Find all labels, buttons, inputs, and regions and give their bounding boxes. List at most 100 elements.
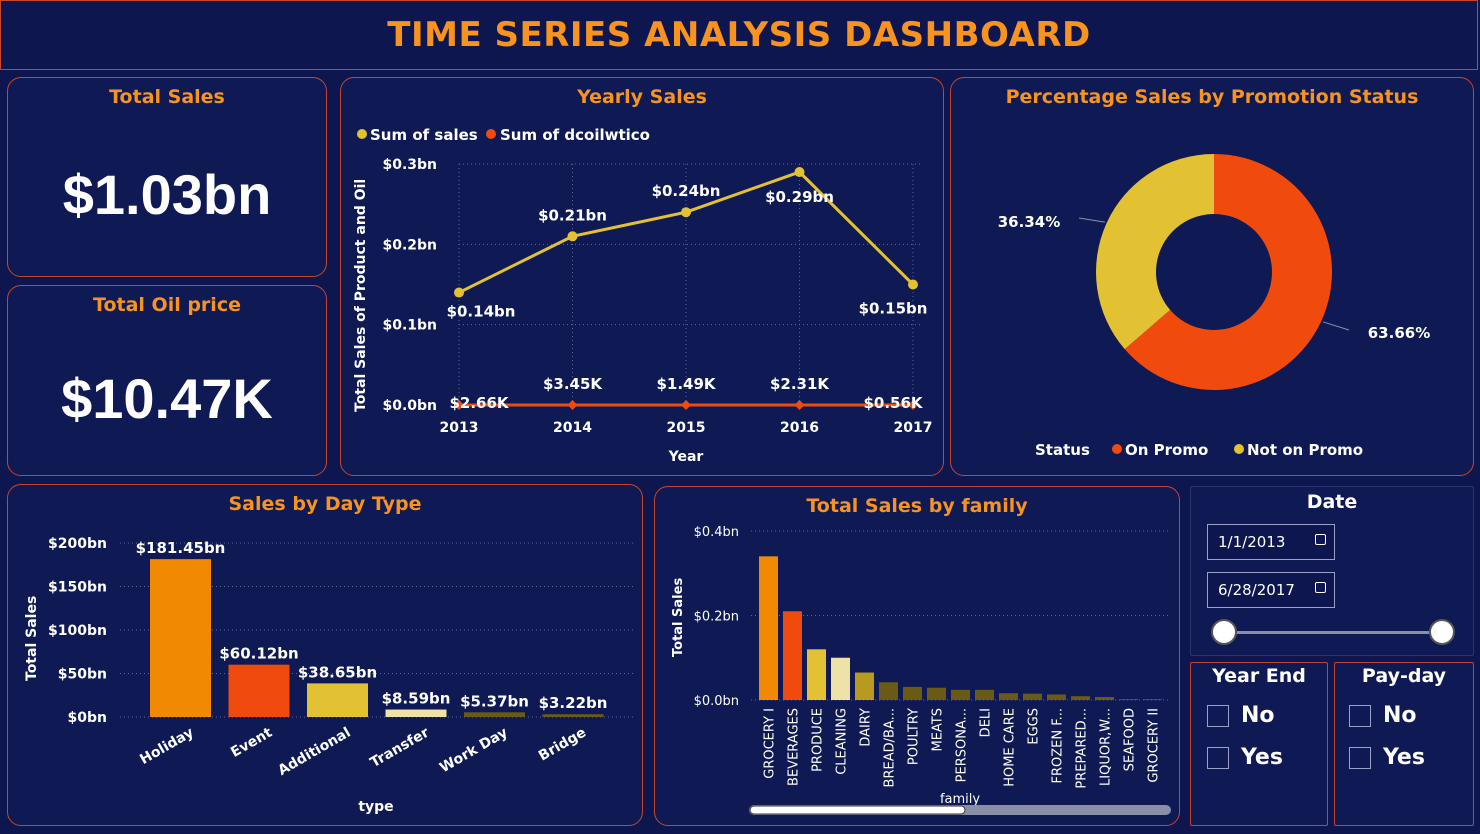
family-bar[interactable] <box>831 657 850 700</box>
family-scrollbar-thumb[interactable] <box>749 805 966 815</box>
end-date-value: 6/28/2017 <box>1218 581 1295 599</box>
family-bar[interactable] <box>951 689 970 700</box>
date-range-start-handle[interactable] <box>1211 619 1237 645</box>
oil-point[interactable] <box>681 400 691 410</box>
promo-legend: Status On Promo Not on Promo <box>1035 441 1363 459</box>
sales-data-label: $0.14bn <box>447 303 516 321</box>
year-end-title: Year End <box>1212 665 1306 687</box>
daytype-ytick-label: $150bn <box>48 580 107 596</box>
sales-point[interactable] <box>794 167 805 178</box>
donut-leader-line <box>1322 321 1350 331</box>
family-category-label: HOME CARE <box>1003 708 1018 787</box>
checkbox[interactable] <box>1349 746 1371 769</box>
family-bar[interactable] <box>1023 693 1042 700</box>
oil-point[interactable] <box>454 400 464 410</box>
family-ylabel: Total Sales <box>671 578 686 657</box>
family-category-label: PREPARED... <box>1075 708 1090 789</box>
family-bar[interactable] <box>783 611 802 700</box>
daytype-data-label: $60.12bn <box>219 645 298 663</box>
daytype-category-label: Additional <box>275 725 353 779</box>
yearly-ytick-label: $0.2bn <box>382 237 437 253</box>
oil-point[interactable] <box>567 400 578 410</box>
family-bar[interactable] <box>1143 699 1162 700</box>
payday-title: Pay-day <box>1361 665 1447 687</box>
daytype-ytick-label: $0bn <box>68 710 107 726</box>
payday-option-yes[interactable]: Yes <box>1349 745 1425 770</box>
family-bar[interactable] <box>759 556 778 700</box>
daytype-bar[interactable] <box>542 714 604 717</box>
total-oil-card: Total Oil price $10.47K <box>7 285 327 476</box>
year-end-option-yes[interactable]: Yes <box>1207 745 1283 770</box>
yearly-sales-chart: Sum of sales Sum of dcoilwtico Total Sal… <box>353 126 932 465</box>
family-category-label: DELI <box>979 708 994 737</box>
calendar-icon[interactable] <box>1315 582 1326 593</box>
daytype-panel: Sales by Day Type Total Sales type $200b… <box>7 484 643 826</box>
oil-data-label: $2.31K <box>770 375 830 393</box>
daytype-data-label: $5.37bn <box>460 692 529 710</box>
date-slicer-title: Date <box>1306 491 1358 513</box>
sales-point[interactable] <box>908 279 918 290</box>
daytype-bar[interactable] <box>385 709 447 717</box>
donut-leader-line <box>1078 217 1105 223</box>
calendar-icon[interactable] <box>1315 534 1326 545</box>
yearly-xtick-label: 2014 <box>553 420 592 436</box>
yearly-ytick-label: $0.0bn <box>382 398 437 414</box>
family-category-label: MEATS <box>931 708 946 752</box>
promo-panel: Percentage Sales by Promotion Status 63.… <box>950 77 1474 476</box>
yearly-xtick-label: 2013 <box>440 420 479 436</box>
family-category-label: PRODUCE <box>811 708 826 772</box>
option-label: No <box>1241 703 1275 728</box>
daytype-category-label: Event <box>228 724 275 760</box>
family-bar[interactable] <box>1071 696 1090 700</box>
yearly-sales-title: Yearly Sales <box>577 86 707 108</box>
sales-point[interactable] <box>567 231 578 242</box>
checkbox[interactable] <box>1207 746 1229 769</box>
option-label: Yes <box>1383 745 1425 770</box>
option-label: No <box>1383 703 1417 728</box>
daytype-bar[interactable] <box>150 559 211 717</box>
on-promo-slice[interactable] <box>1124 154 1332 390</box>
family-category-label: FROZEN F... <box>1051 708 1066 784</box>
sales-point[interactable] <box>681 207 691 218</box>
checkbox[interactable] <box>1349 704 1371 727</box>
family-bar[interactable] <box>855 672 874 700</box>
family-bar[interactable] <box>1119 699 1138 700</box>
family-bar[interactable] <box>999 693 1018 700</box>
year-end-option-no[interactable]: No <box>1207 703 1275 728</box>
total-sales-title: Total Sales <box>109 86 225 108</box>
donut-percent-label: 63.66% <box>1368 324 1430 342</box>
family-bar[interactable] <box>927 687 946 700</box>
daytype-bar[interactable] <box>464 712 525 717</box>
family-category-label: BEVERAGES <box>787 708 802 786</box>
checkbox[interactable] <box>1207 704 1229 727</box>
family-category-label: CLEANING <box>835 708 850 775</box>
family-bar[interactable] <box>879 682 898 700</box>
family-bar[interactable] <box>807 649 826 700</box>
date-range-end-handle[interactable] <box>1429 619 1455 645</box>
family-bar[interactable] <box>1095 697 1114 700</box>
end-date-input[interactable]: 6/28/2017 <box>1207 572 1335 608</box>
family-category-label: GROCERY I <box>763 708 778 779</box>
daytype-ylabel: Total Sales <box>24 596 40 681</box>
daytype-bar[interactable] <box>307 683 368 717</box>
family-bar[interactable] <box>1047 694 1066 700</box>
family-ytick-label: $0.2bn <box>694 610 739 625</box>
sales-point[interactable] <box>454 287 464 298</box>
promo-legend-title: Status <box>1035 441 1090 459</box>
start-date-input[interactable]: 1/1/2013 <box>1207 524 1335 560</box>
daytype-title: Sales by Day Type <box>228 493 422 515</box>
oil-data-label: $3.45K <box>543 375 603 393</box>
family-category-label: LIQUOR,W... <box>1099 708 1114 786</box>
daytype-bar[interactable] <box>228 664 290 717</box>
family-bar[interactable] <box>903 686 922 700</box>
date-range-track <box>1225 631 1443 634</box>
oil-point[interactable] <box>794 400 805 410</box>
family-bar[interactable] <box>975 689 994 700</box>
payday-option-no[interactable]: No <box>1349 703 1417 728</box>
not-on-promo-slice[interactable] <box>1096 154 1214 350</box>
oil-point[interactable] <box>908 400 918 410</box>
yearly-legend: Sum of sales Sum of dcoilwtico <box>357 126 650 144</box>
promo-title: Percentage Sales by Promotion Status <box>1005 86 1419 108</box>
family-category-label: PERSONA... <box>955 708 970 782</box>
yearly-xlabel: Year <box>668 449 704 465</box>
